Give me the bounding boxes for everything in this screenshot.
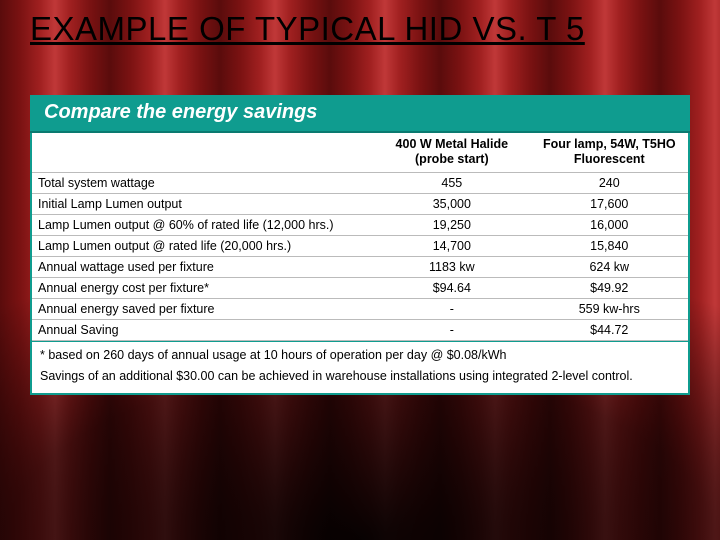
table-header-row: 400 W Metal Halide (probe start) Four la… — [32, 133, 688, 173]
header-col1: 400 W Metal Halide (probe start) — [373, 133, 530, 173]
header-col2-line2: Fluorescent — [574, 152, 645, 166]
header-col1-line2: (probe start) — [415, 152, 489, 166]
row-label: Lamp Lumen output @ 60% of rated life (1… — [32, 215, 373, 236]
table-row: Annual wattage used per fixture 1183 kw … — [32, 257, 688, 278]
table-row: Lamp Lumen output @ rated life (20,000 h… — [32, 236, 688, 257]
row-val-a: $94.64 — [373, 278, 530, 299]
table-row: Annual energy saved per fixture - 559 kw… — [32, 299, 688, 320]
header-empty — [32, 133, 373, 173]
panel-banner: Compare the energy savings — [30, 95, 690, 133]
table-body: Total system wattage 455 240 Initial Lam… — [32, 173, 688, 341]
slide-title: EXAMPLE OF TYPICAL HID VS. T 5 — [30, 10, 585, 48]
comparison-panel: Compare the energy savings 400 W Metal H… — [30, 95, 690, 395]
row-label: Total system wattage — [32, 173, 373, 194]
comparison-table: 400 W Metal Halide (probe start) Four la… — [32, 133, 688, 341]
row-val-b: $44.72 — [531, 320, 688, 341]
row-val-b: 240 — [531, 173, 688, 194]
header-col2-line1: Four lamp, 54W, T5HO — [543, 137, 676, 151]
row-val-b: 16,000 — [531, 215, 688, 236]
row-val-b: $49.92 — [531, 278, 688, 299]
row-label: Annual energy saved per fixture — [32, 299, 373, 320]
table-row: Annual energy cost per fixture* $94.64 $… — [32, 278, 688, 299]
table-row: Initial Lamp Lumen output 35,000 17,600 — [32, 194, 688, 215]
footnote-1: * based on 260 days of annual usage at 1… — [40, 347, 680, 364]
panel-footer: * based on 260 days of annual usage at 1… — [30, 341, 690, 395]
row-label: Annual Saving — [32, 320, 373, 341]
row-val-a: - — [373, 320, 530, 341]
row-val-a: 19,250 — [373, 215, 530, 236]
row-label: Initial Lamp Lumen output — [32, 194, 373, 215]
header-col1-line1: 400 W Metal Halide — [396, 137, 509, 151]
row-val-a: 35,000 — [373, 194, 530, 215]
table-row: Lamp Lumen output @ 60% of rated life (1… — [32, 215, 688, 236]
footnote-2: Savings of an additional $30.00 can be a… — [40, 368, 680, 385]
table-container: 400 W Metal Halide (probe start) Four la… — [30, 133, 690, 341]
row-label: Lamp Lumen output @ rated life (20,000 h… — [32, 236, 373, 257]
table-row: Total system wattage 455 240 — [32, 173, 688, 194]
table-row: Annual Saving - $44.72 — [32, 320, 688, 341]
row-val-a: - — [373, 299, 530, 320]
row-label: Annual wattage used per fixture — [32, 257, 373, 278]
row-val-a: 14,700 — [373, 236, 530, 257]
row-val-b: 559 kw-hrs — [531, 299, 688, 320]
header-col2: Four lamp, 54W, T5HO Fluorescent — [531, 133, 688, 173]
row-val-a: 1183 kw — [373, 257, 530, 278]
row-label: Annual energy cost per fixture* — [32, 278, 373, 299]
row-val-b: 15,840 — [531, 236, 688, 257]
row-val-b: 17,600 — [531, 194, 688, 215]
row-val-b: 624 kw — [531, 257, 688, 278]
row-val-a: 455 — [373, 173, 530, 194]
